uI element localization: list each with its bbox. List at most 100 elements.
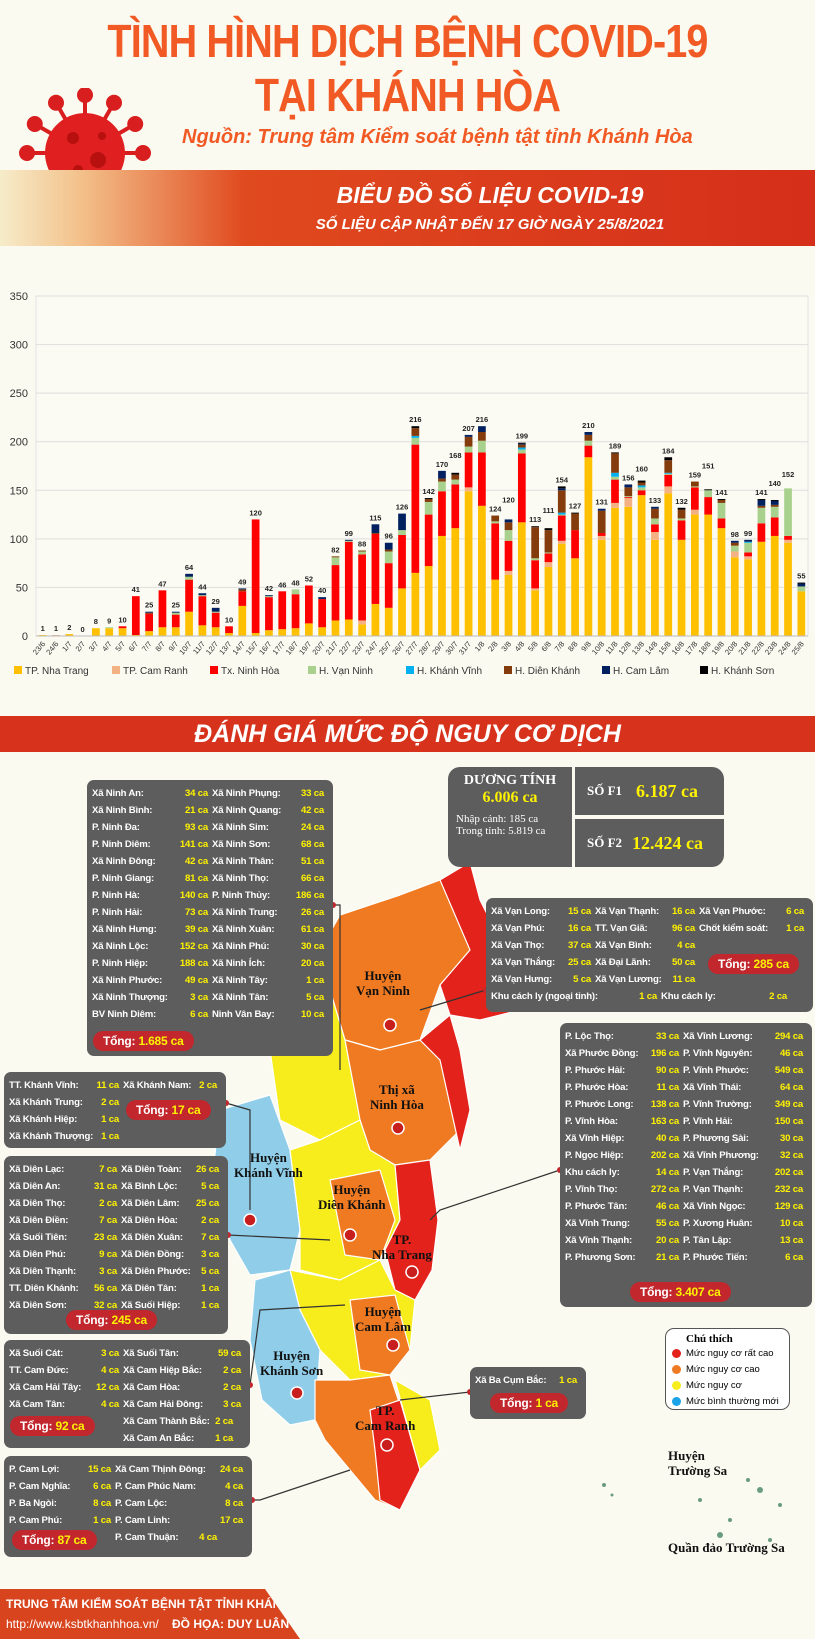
bar-segment	[584, 457, 593, 636]
x-tick-label: 21/8	[736, 640, 752, 657]
case-count: 2 ca	[99, 1198, 117, 1209]
ward-name: P. Phương Sài:	[683, 1133, 749, 1144]
bar-segment	[517, 444, 526, 448]
case-item: Xã Vĩnh Trung: 55 ca	[565, 1218, 683, 1229]
ward-name: Xã Ninh Đông:	[92, 856, 156, 867]
case-item: P. Vĩnh Phước: 549 ca	[683, 1065, 807, 1076]
bar-total-label: 64	[185, 563, 194, 572]
case-item: Xã Vạn Thạnh: 16 ca	[595, 906, 699, 917]
ward-name: P. Phước Tân:	[565, 1201, 628, 1212]
bar-segment	[464, 434, 473, 437]
ward-name: Xã Ninh Sim:	[212, 822, 269, 833]
bar-segment	[704, 490, 713, 498]
case-item: Xã Cam Tân: 4 ca	[9, 1399, 123, 1410]
khanh-vinh-cases-box: TT. Khánh Vĩnh: 11 ca Xã Khánh Nam: 2 ca Xã …	[4, 1072, 226, 1148]
bar-segment	[677, 509, 686, 519]
virus-pin-icon	[391, 1121, 405, 1135]
case-row: Xã Vạn Thắng: 25 ca Xã Đại Lãnh: 50 ca	[491, 954, 808, 971]
bar-segment	[651, 518, 659, 525]
ward-name: Chốt kiểm soát:	[699, 923, 768, 934]
ward-name: TT. Diên Khánh:	[9, 1283, 79, 1294]
footer-url[interactable]: http://www.ksbtkhanhhoa.vn/	[6, 1617, 159, 1631]
x-tick-label: 10/7	[177, 640, 193, 657]
case-item: P. Vạn Thạnh: 232 ca	[683, 1184, 807, 1195]
case-row: P. Ngọc Hiệp: 202 ca Xã Vĩnh Phương: 32 ca	[565, 1147, 807, 1164]
case-count: 12 ca	[95, 1382, 119, 1393]
bar-total-label: 98	[731, 530, 739, 539]
bar-segment	[105, 627, 114, 629]
case-item: Xã Diên Thạnh: 3 ca	[9, 1266, 121, 1277]
bar-total-label: 1	[54, 624, 58, 633]
bar-segment	[145, 612, 153, 614]
case-row: Xã Vĩnh Thạnh: 20 ca P. Tân Lập: 13 ca	[565, 1232, 807, 1249]
total-value: 92 ca	[55, 1419, 85, 1433]
x-tick-label: 4/7	[100, 640, 114, 654]
bar-segment	[398, 513, 406, 531]
ward-name: Xã Ninh Hưng:	[92, 924, 157, 935]
bar-segment	[704, 497, 713, 515]
ward-name: Xã Diên Tân:	[121, 1283, 177, 1294]
case-row: Khu cách ly (ngoại tỉnh): 1 ca Khu cách ly…	[491, 988, 808, 1005]
case-item: Xã Cam Thịnh Đông: 24 ca	[115, 1464, 247, 1475]
bar-segment	[571, 530, 579, 559]
case-count: 1 ca	[639, 991, 657, 1002]
x-tick-label: 22/8	[750, 640, 766, 657]
bar-segment	[611, 479, 619, 503]
case-item: Chốt kiểm soát: 1 ca	[699, 923, 808, 934]
x-tick-label: 15/7	[244, 640, 260, 657]
bar-segment	[478, 440, 486, 453]
legend-swatch	[210, 666, 218, 674]
map-label-nha-trang: TP. Nha Trang	[372, 1232, 432, 1262]
case-row: Xã Khánh Hiệp: 1 ca	[9, 1111, 221, 1128]
x-tick-label: 18/7	[284, 640, 300, 657]
page-title-line1: TÌNH HÌNH DỊCH BỆNH COVID-19	[107, 15, 708, 67]
case-row: P. Cam Thuận: 4 ca	[9, 1529, 247, 1546]
ward-name: Xã Ba Cụm Bắc:	[475, 1375, 547, 1386]
case-row: Xã Suối Tiên: 23 ca Xã Diên Xuân: 7 ca	[9, 1229, 223, 1246]
bar-segment	[464, 491, 473, 636]
case-item: Xã Diên An: 31 ca	[9, 1181, 121, 1192]
footer-credit: ĐỒ HỌA: DUY LUÂN	[172, 1617, 290, 1631]
bar-segment	[664, 493, 673, 636]
map-legend: Chú thích Mức nguy cơ rất cao Mức nguy cơ…	[665, 1328, 790, 1410]
bar-total-label: 120	[502, 496, 515, 505]
bar-segment	[637, 490, 646, 496]
case-row: Xã Vĩnh Hiệp: 40 ca P. Phương Sài: 30 ca	[565, 1130, 807, 1147]
ward-name: Xã Ninh Thân:	[212, 856, 274, 867]
bar-total-label: 25	[145, 601, 153, 610]
case-count: 4 ca	[677, 940, 695, 951]
case-row: P. Ninh Hà: 140 ca P. Ninh Thủy: 186 ca	[92, 887, 328, 904]
bar-segment	[491, 521, 500, 524]
ward-name: P. Cam Nghĩa:	[9, 1481, 71, 1492]
total-label: Tổng:	[103, 1034, 136, 1048]
van-ninh-cases-box: Xã Vạn Long: 15 ca Xã Vạn Thạnh: 16 ca Xã Vạ…	[486, 898, 813, 1012]
f1-label: SỐ F1	[587, 783, 623, 798]
case-item: Xã Diên Lâm: 25 ca	[121, 1198, 223, 1209]
legend-item: Mức nguy cơ rất cao	[672, 1345, 783, 1361]
ward-name: Xã Khánh Nam:	[123, 1080, 192, 1091]
case-count: 8 ca	[225, 1498, 243, 1509]
case-count: 2 ca	[215, 1416, 233, 1427]
x-tick-label: 4/8	[513, 640, 527, 654]
bar-segment	[557, 543, 566, 636]
total-value: 245 ca	[111, 1313, 147, 1327]
case-count: 7 ca	[99, 1215, 117, 1226]
case-count: 46 ca	[779, 1048, 803, 1059]
bar-segment	[544, 528, 553, 531]
case-row: Xã Ninh Đông: 42 ca Xã Ninh Thân: 51 ca	[92, 853, 328, 870]
bar-total-label: 141	[715, 488, 728, 497]
virus-pin-icon	[386, 1338, 400, 1352]
positive-card: DƯƠNG TÍNH 6.006 ca Nhập cảnh: 185 ca Tr…	[448, 767, 572, 867]
case-item: P. Vĩnh Thọ: 272 ca	[565, 1184, 683, 1195]
bar-total-label: 25	[172, 601, 180, 610]
legend-entry: H. Vạn Ninh	[319, 666, 373, 677]
case-item: P. Cam Lộc: 8 ca	[115, 1498, 247, 1509]
case-count: 5 ca	[573, 974, 591, 985]
case-row: Xã Ninh Phước: 49 ca Xã Ninh Tây: 1 ca	[92, 972, 328, 989]
case-count: 549 ca	[774, 1065, 803, 1076]
ward-name: Xã Vạn Hưng:	[491, 974, 553, 985]
x-tick-label: 24/7	[364, 640, 380, 657]
bar-segment	[358, 554, 366, 621]
total-label: Tổng:	[76, 1313, 109, 1327]
ward-name: Xã Ninh Phú:	[212, 941, 270, 952]
